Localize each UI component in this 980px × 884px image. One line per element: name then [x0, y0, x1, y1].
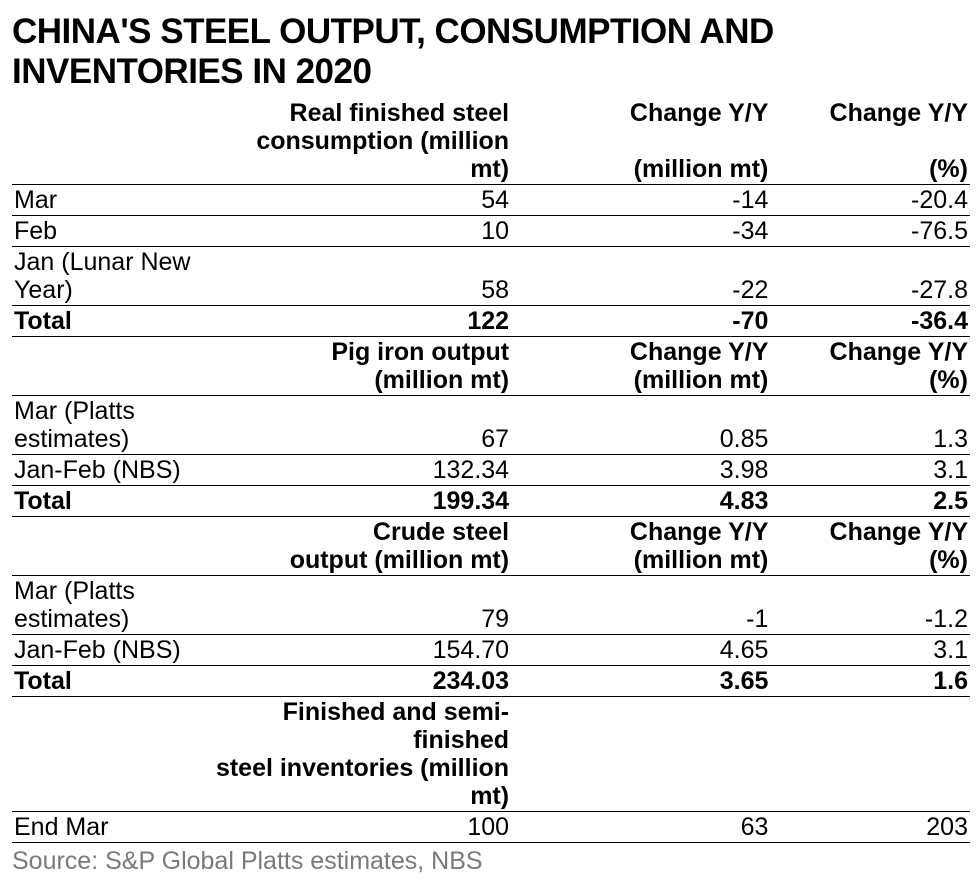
consumption-header-c2-top: Change Y/Y: [511, 98, 770, 127]
consumption-header-c3-bot: (%): [770, 127, 970, 185]
crude-header-c3-bot: (%): [770, 546, 970, 576]
header-blank: [12, 697, 212, 755]
row-value: 58: [212, 247, 511, 306]
table-row: Jan (Lunar New Year) 58 -22 -27.8: [12, 247, 970, 306]
header-blank: [12, 127, 212, 185]
total-label: Total: [12, 306, 212, 337]
row-label: Mar (Platts estimates): [12, 396, 212, 455]
row-change-pct: 3.1: [770, 455, 970, 486]
header-blank: [12, 517, 212, 547]
pigiron-header-c1-bot: (million mt): [212, 366, 511, 396]
row-change-pct: -76.5: [770, 216, 970, 247]
crude-header-c3-top: Change Y/Y: [770, 517, 970, 547]
steel-table: Real finished steel Change Y/Y Change Y/…: [12, 98, 970, 843]
row-value: 154.70: [212, 635, 511, 666]
row-change-pct: 203: [770, 812, 970, 843]
total-value: 234.03: [212, 666, 511, 697]
row-label: Jan-Feb (NBS): [12, 635, 212, 666]
inv-header-c1-top: Finished and semi-finished: [212, 697, 511, 755]
table-row: Feb 10 -34 -76.5: [12, 216, 970, 247]
header-blank: [12, 546, 212, 576]
row-change-pct: -1.2: [770, 576, 970, 635]
row-change-abs: -22: [511, 247, 770, 306]
row-change-abs: -34: [511, 216, 770, 247]
source-line: Source: S&P Global Platts estimates, NBS: [12, 847, 970, 876]
header-blank: [12, 366, 212, 396]
consumption-header-c1-bot: consumption (million mt): [212, 127, 511, 185]
table-row: Mar 54 -14 -20.4: [12, 185, 970, 216]
inv-header-c1-bot: steel inventories (million mt): [212, 754, 511, 812]
row-value: 10: [212, 216, 511, 247]
pigiron-header-c2-top: Change Y/Y: [511, 337, 770, 367]
inv-header-c2-bot: [511, 754, 770, 812]
row-label: Feb: [12, 216, 212, 247]
row-change-abs: 3.98: [511, 455, 770, 486]
row-change-abs: -14: [511, 185, 770, 216]
total-value: 199.34: [212, 486, 511, 517]
crude-header-c2-top: Change Y/Y: [511, 517, 770, 547]
total-row: Total 122 -70 -36.4: [12, 306, 970, 337]
pigiron-header-c3-top: Change Y/Y: [770, 337, 970, 367]
pigiron-header-c2-bot: (million mt): [511, 366, 770, 396]
inv-header-c2-top: [511, 697, 770, 755]
row-change-abs: 4.65: [511, 635, 770, 666]
table-row: Mar (Platts estimates) 67 0.85 1.3: [12, 396, 970, 455]
table-row: Jan-Feb (NBS) 132.34 3.98 3.1: [12, 455, 970, 486]
inv-header-c3-bot: [770, 754, 970, 812]
table-row: Mar (Platts estimates) 79 -1 -1.2: [12, 576, 970, 635]
pigiron-header-c3-bot: (%): [770, 366, 970, 396]
row-value: 100: [212, 812, 511, 843]
row-label: Mar (Platts estimates): [12, 576, 212, 635]
consumption-header-c1-top: Real finished steel: [212, 98, 511, 127]
row-change-pct: 1.3: [770, 396, 970, 455]
row-change-pct: -27.8: [770, 247, 970, 306]
row-change-abs: 0.85: [511, 396, 770, 455]
total-change-abs: 4.83: [511, 486, 770, 517]
consumption-header-c2-bot: (million mt): [511, 127, 770, 185]
total-change-abs: 3.65: [511, 666, 770, 697]
total-change-pct: 1.6: [770, 666, 970, 697]
crude-header-c1-bot: output (million mt): [212, 546, 511, 576]
total-change-abs: -70: [511, 306, 770, 337]
row-label: Jan-Feb (NBS): [12, 455, 212, 486]
row-value: 132.34: [212, 455, 511, 486]
row-label: Mar: [12, 185, 212, 216]
consumption-header-c3-top: Change Y/Y: [770, 98, 970, 127]
row-change-abs: -1: [511, 576, 770, 635]
total-label: Total: [12, 666, 212, 697]
row-value: 67: [212, 396, 511, 455]
total-change-pct: -36.4: [770, 306, 970, 337]
row-label: Jan (Lunar New Year): [12, 247, 212, 306]
header-blank: [12, 754, 212, 812]
row-change-abs: 63: [511, 812, 770, 843]
header-blank: [12, 98, 212, 127]
total-label: Total: [12, 486, 212, 517]
row-change-pct: 3.1: [770, 635, 970, 666]
row-value: 79: [212, 576, 511, 635]
inv-header-c3-top: [770, 697, 970, 755]
table-row: Jan-Feb (NBS) 154.70 4.65 3.1: [12, 635, 970, 666]
total-row: Total 199.34 4.83 2.5: [12, 486, 970, 517]
page-title: CHINA'S STEEL OUTPUT, CONSUMPTION AND IN…: [12, 12, 970, 92]
pigiron-header-c1-top: Pig iron output: [212, 337, 511, 367]
header-blank: [12, 337, 212, 367]
row-value: 54: [212, 185, 511, 216]
table-row: End Mar 100 63 203: [12, 812, 970, 843]
row-label: End Mar: [12, 812, 212, 843]
total-value: 122: [212, 306, 511, 337]
crude-header-c1-top: Crude steel: [212, 517, 511, 547]
crude-header-c2-bot: (million mt): [511, 546, 770, 576]
total-row: Total 234.03 3.65 1.6: [12, 666, 970, 697]
row-change-pct: -20.4: [770, 185, 970, 216]
total-change-pct: 2.5: [770, 486, 970, 517]
